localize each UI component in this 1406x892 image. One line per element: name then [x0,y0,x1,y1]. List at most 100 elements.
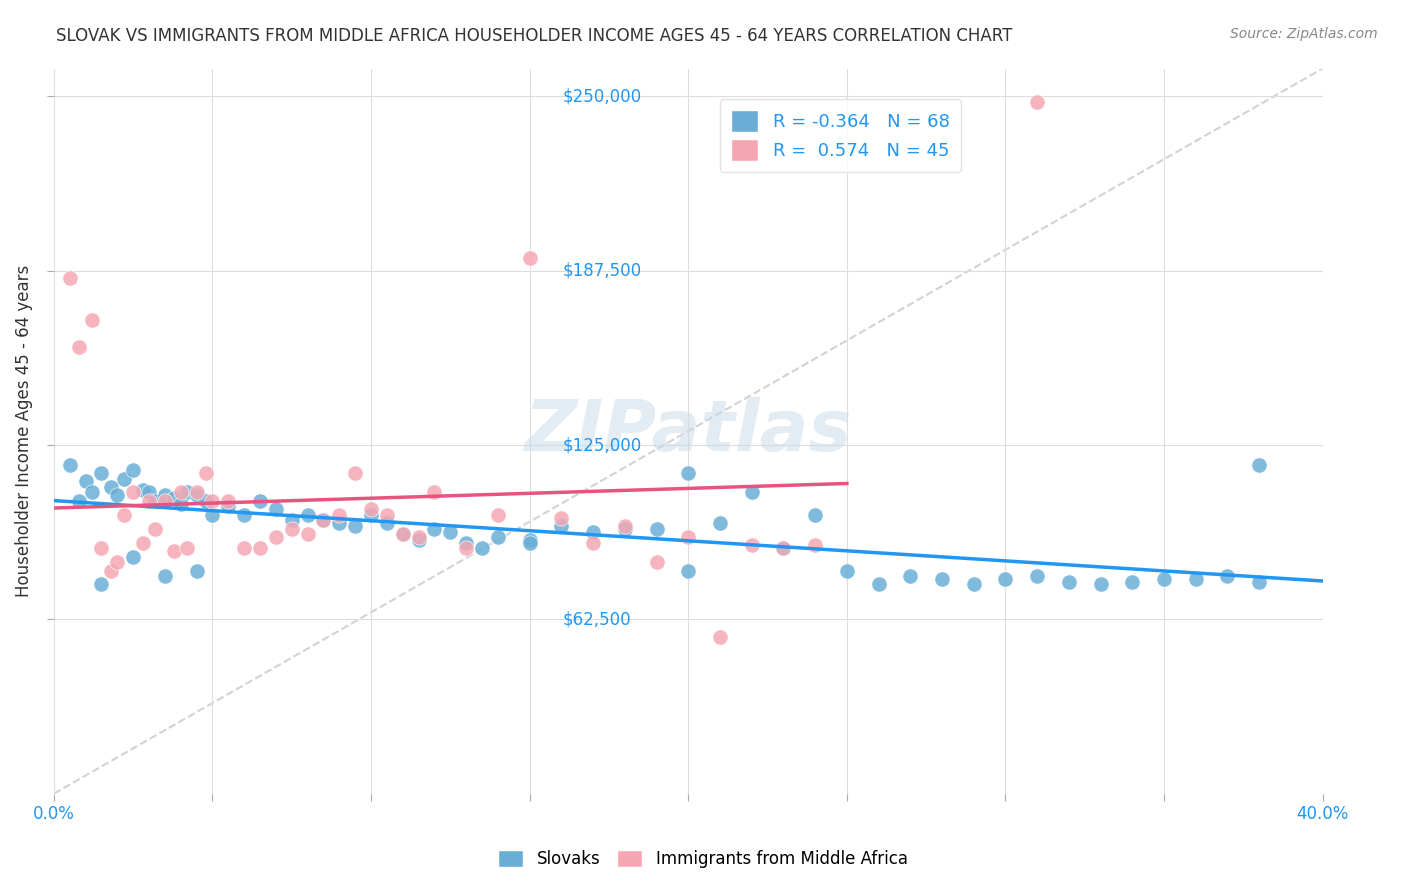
Point [176,541,198,556]
Point [423,522,446,536]
Point [1153,572,1175,586]
Legend: Slovaks, Immigrants from Middle Africa: Slovaks, Immigrants from Middle Africa [492,843,914,875]
Point [709,516,731,530]
Point [1184,572,1206,586]
Point [59,270,82,285]
Point [391,527,413,541]
Point [963,577,986,591]
Point [1090,577,1112,591]
Point [344,519,367,533]
Point [868,577,890,591]
Point [1121,574,1143,589]
Point [360,502,382,516]
Point [122,463,145,477]
Point [613,519,636,533]
Point [486,508,509,522]
Point [297,508,319,522]
Point [186,488,208,502]
Point [1249,574,1271,589]
Text: $250,000: $250,000 [562,87,641,105]
Point [143,522,166,536]
Point [741,485,763,500]
Text: Source: ZipAtlas.com: Source: ZipAtlas.com [1230,27,1378,41]
Point [153,488,176,502]
Point [90,466,112,480]
Point [375,516,398,530]
Point [1026,569,1049,583]
Point [931,572,953,586]
Point [264,530,287,544]
Point [1026,95,1049,109]
Point [676,530,699,544]
Point [312,513,335,527]
Point [112,508,135,522]
Point [163,544,186,558]
Point [138,485,160,500]
Point [582,524,605,539]
Point [233,541,256,556]
Point [153,493,176,508]
Point [676,466,699,480]
Point [176,485,198,500]
Point [80,485,103,500]
Text: ZIPatlas: ZIPatlas [524,397,852,466]
Point [217,500,239,514]
Point [90,541,112,556]
Point [131,483,153,497]
Point [486,530,509,544]
Point [439,524,461,539]
Point [138,493,160,508]
Point [122,549,145,564]
Point [391,527,413,541]
Point [550,510,572,524]
Point [835,564,858,578]
Point [456,541,478,556]
Text: $187,500: $187,500 [562,261,641,280]
Point [709,631,731,645]
Point [170,485,193,500]
Text: SLOVAK VS IMMIGRANTS FROM MIDDLE AFRICA HOUSEHOLDER INCOME AGES 45 - 64 YEARS CO: SLOVAK VS IMMIGRANTS FROM MIDDLE AFRICA … [56,27,1012,45]
Point [550,519,572,533]
Point [994,572,1017,586]
Point [471,541,494,556]
Point [423,485,446,500]
Point [100,564,122,578]
Point [280,522,302,536]
Point [105,488,128,502]
Point [112,471,135,485]
Point [75,475,97,489]
Point [1249,458,1271,472]
Point [328,516,350,530]
Point [131,535,153,549]
Point [312,513,335,527]
Point [186,564,208,578]
Point [217,493,239,508]
Point [59,458,82,472]
Point [613,522,636,536]
Legend: R = -0.364   N = 68, R =  0.574   N = 45: R = -0.364 N = 68, R = 0.574 N = 45 [720,99,960,172]
Point [408,533,430,547]
Point [772,541,794,556]
Point [741,538,763,552]
Point [201,508,224,522]
Point [328,508,350,522]
Point [1216,569,1239,583]
Point [1057,574,1080,589]
Point [80,312,103,326]
Point [676,564,699,578]
Point [264,502,287,516]
Point [186,485,208,500]
Text: $62,500: $62,500 [562,610,631,628]
Point [163,491,186,505]
Point [233,508,256,522]
Point [195,493,218,508]
Point [645,555,668,569]
Point [804,508,827,522]
Point [519,251,541,265]
Point [456,535,478,549]
Point [804,538,827,552]
Point [408,530,430,544]
Point [898,569,921,583]
Point [360,508,382,522]
Point [170,497,193,511]
